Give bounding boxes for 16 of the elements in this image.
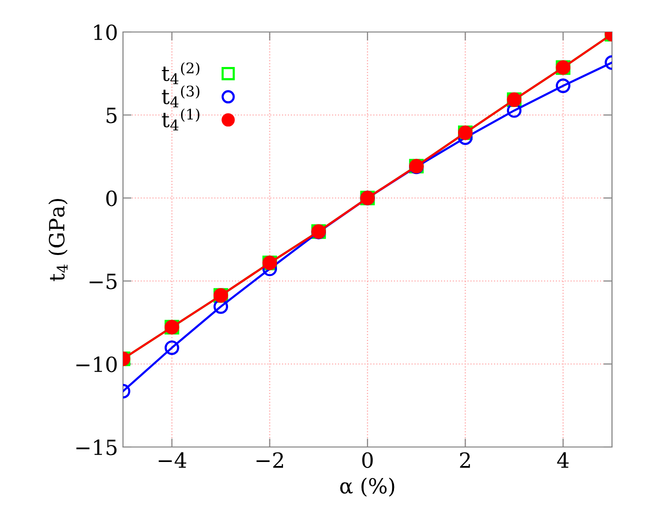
legend-label: t$_{4}$$^{(1)}$: [162, 108, 200, 130]
y-tick-label: 5: [106, 108, 117, 124]
y-tick-label: 0: [106, 190, 117, 206]
x-tick-label: −4: [158, 452, 186, 468]
y-tick-label: −10: [76, 356, 117, 372]
x-tick-label: 4: [557, 452, 569, 468]
y-tick-label: −15: [76, 439, 117, 456]
x-axis-title: α (%): [340, 478, 394, 497]
x-tick-label: 2: [460, 452, 470, 468]
x-tick-label: 0: [362, 452, 373, 468]
y-tick-label: −5: [90, 274, 117, 290]
legend-label: t$_{4}$$^{(3)}$: [162, 85, 200, 108]
legend-label: t$_{4}$$^{(2)}$: [162, 62, 200, 84]
x-tick-label: −2: [256, 452, 284, 468]
y-axis-title: t$_{4}$ (GPa): [48, 198, 68, 282]
y-tick-label: 10: [94, 24, 117, 40]
